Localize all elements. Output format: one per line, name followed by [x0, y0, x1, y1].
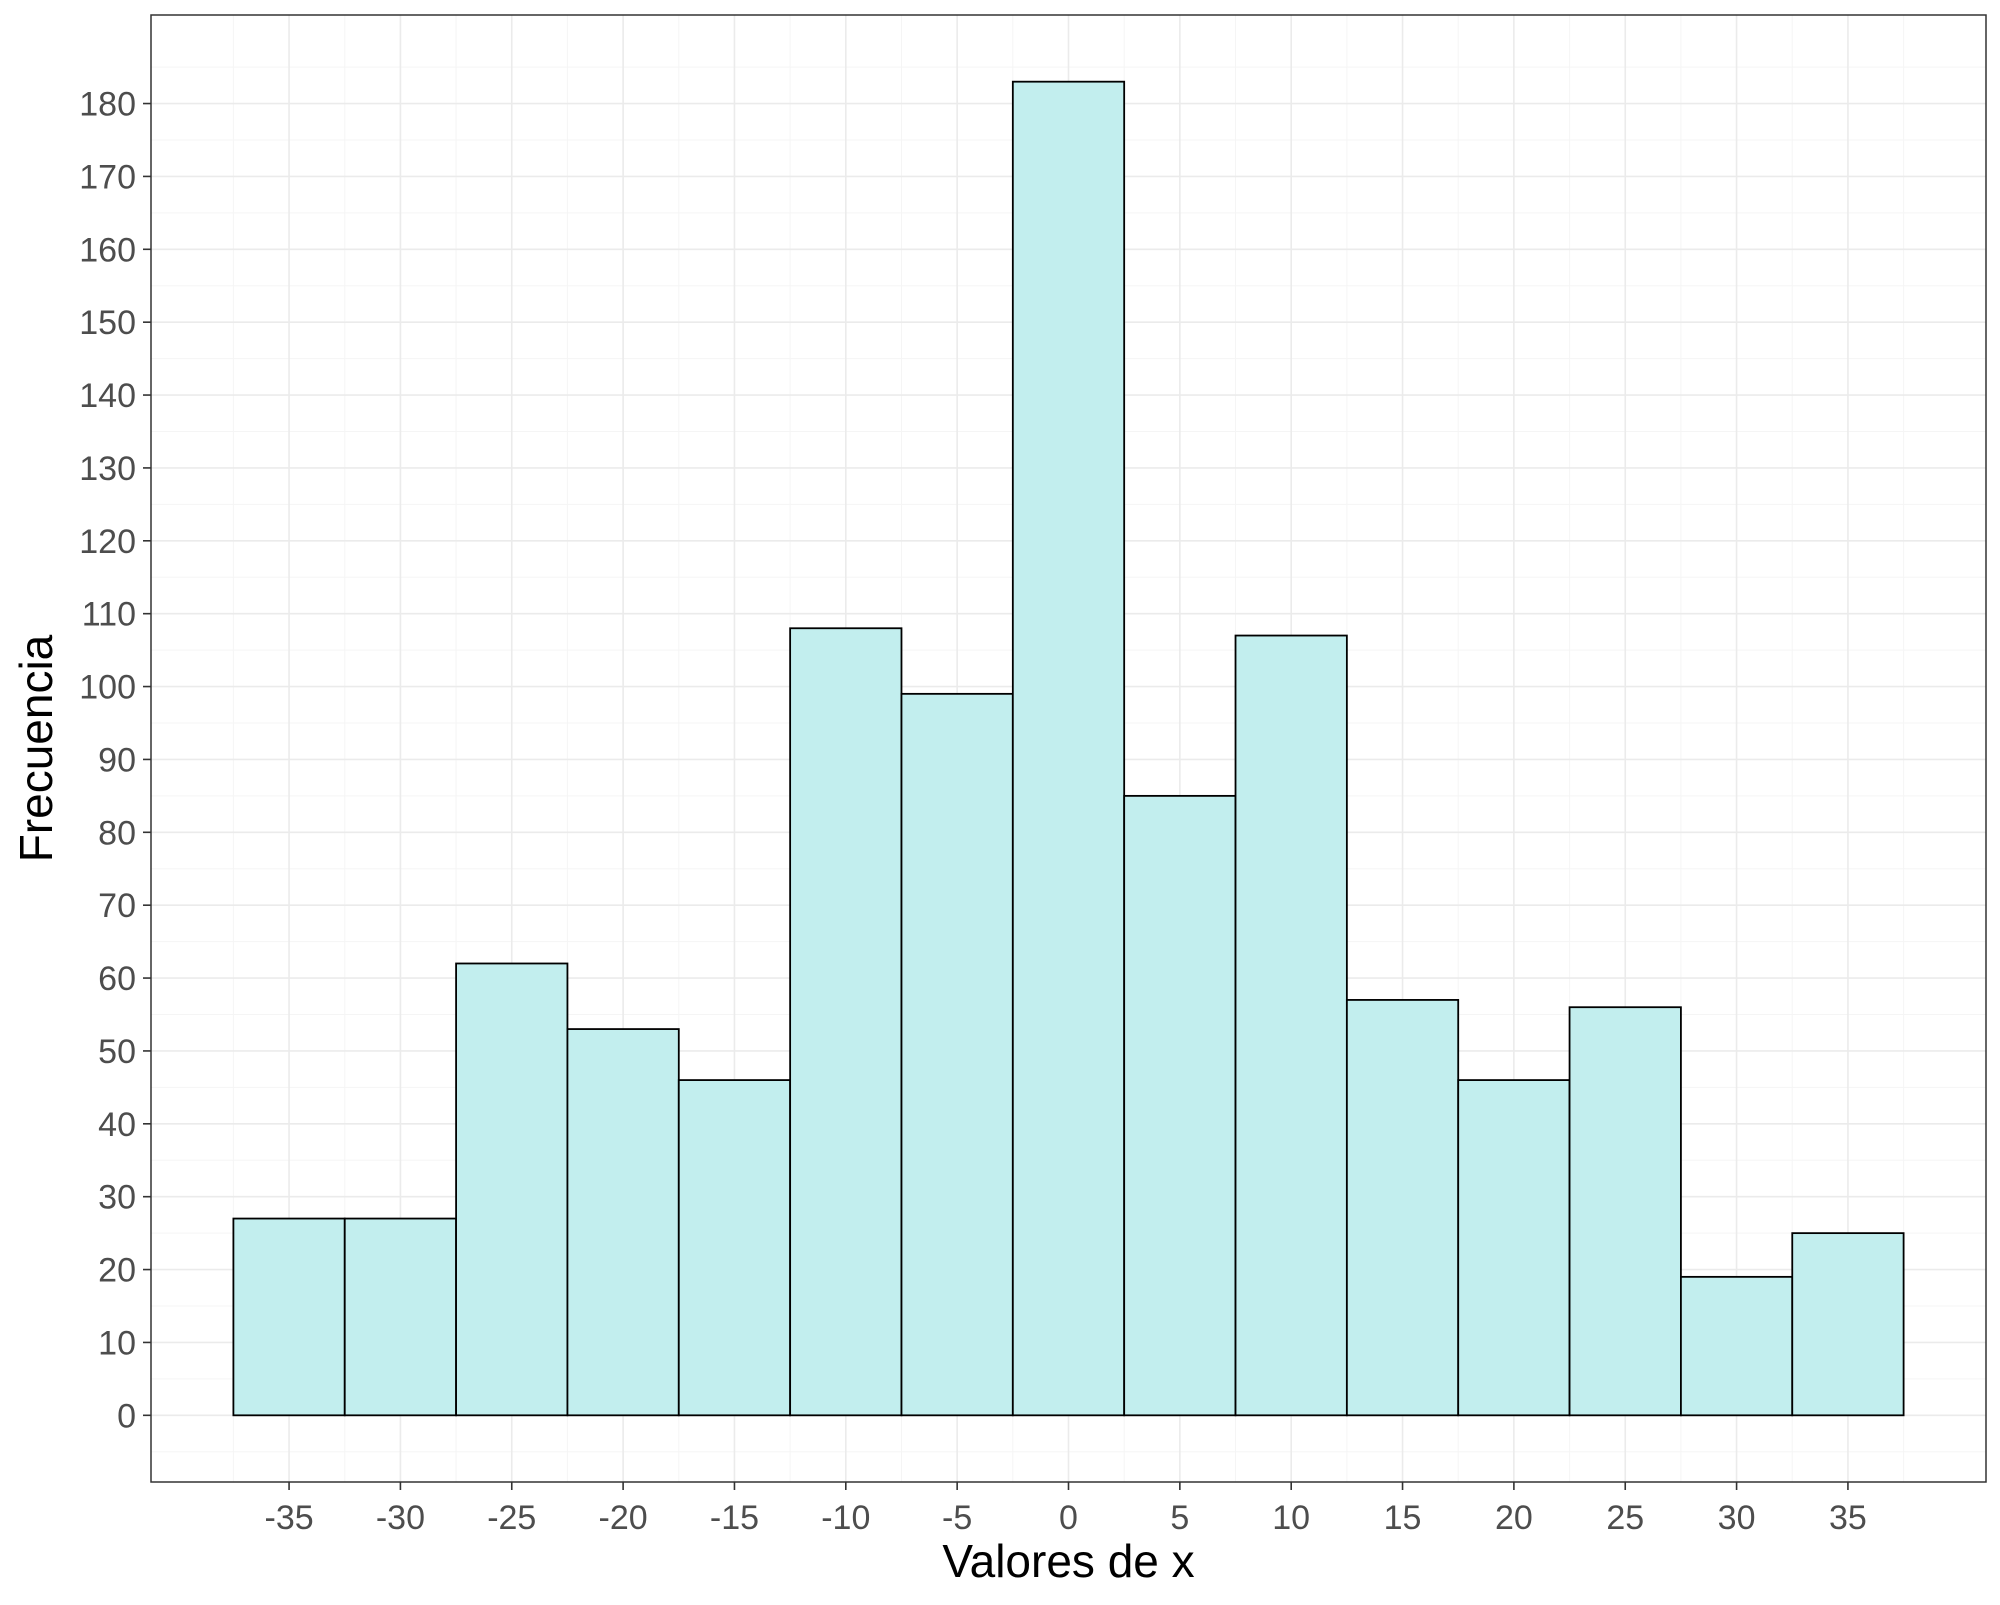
- y-tick-label: 70: [98, 887, 136, 925]
- y-tick-label: 40: [98, 1106, 136, 1144]
- histogram-bar: [677, 1079, 792, 1417]
- histogram-bar: [1345, 999, 1460, 1417]
- histogram-bar: [1123, 794, 1237, 1417]
- x-tick-label: 35: [1829, 1499, 1867, 1537]
- x-tick-label: -5: [942, 1499, 972, 1537]
- x-tick-label: 20: [1495, 1499, 1533, 1537]
- y-tick-label: 100: [79, 669, 136, 707]
- axis-ticks: [143, 102, 1849, 1490]
- y-tick-label: 10: [98, 1324, 136, 1362]
- x-tick-label: -30: [376, 1499, 425, 1537]
- y-tick-label: 80: [98, 814, 136, 852]
- y-axis-tick-labels: 0 10 20 30 40 50 60 70 80 90 100 110 120 130 140 150 160…: [79, 86, 136, 1436]
- x-tick-label: -25: [487, 1499, 536, 1537]
- y-tick-label: 130: [79, 450, 136, 488]
- y-tick-label: 160: [79, 231, 136, 269]
- x-tick-label: -20: [599, 1499, 648, 1537]
- y-tick-label: 50: [98, 1033, 136, 1071]
- x-tick-label: 10: [1272, 1499, 1310, 1537]
- x-tick-label: 5: [1170, 1499, 1189, 1537]
- x-tick-label: -35: [265, 1499, 314, 1537]
- y-tick-label: 180: [79, 86, 136, 124]
- histogram-bar: [789, 627, 903, 1417]
- y-tick-label: 110: [82, 596, 136, 634]
- y-tick-label: 0: [117, 1397, 136, 1435]
- histogram-bar: [900, 692, 1014, 1417]
- y-tick-label: 60: [98, 960, 136, 998]
- y-tick-label: 170: [79, 158, 136, 196]
- y-tick-label: 140: [79, 377, 136, 415]
- x-tick-label: 15: [1384, 1499, 1422, 1537]
- x-tick-label: -10: [821, 1499, 870, 1537]
- x-axis-tick-labels: -35 -30 -25 -20 -15 -10 -5 0 5 10 15 20 25 30 35: [265, 1499, 1867, 1537]
- y-tick-label: 150: [79, 304, 136, 342]
- x-tick-label: -15: [710, 1499, 759, 1537]
- x-axis-title: Valores de x: [942, 1535, 1194, 1587]
- x-tick-label: 25: [1606, 1499, 1644, 1537]
- histogram-bar: [343, 1217, 457, 1417]
- histogram-bar: [1680, 1275, 1794, 1417]
- y-axis-title: Frecuencia: [10, 634, 62, 862]
- histogram-bar: [455, 962, 569, 1417]
- histogram-bar: [1457, 1079, 1571, 1417]
- histogram-bar: [232, 1217, 346, 1417]
- y-tick-label: 120: [79, 523, 136, 561]
- histogram-bar: [1568, 1006, 1682, 1417]
- bars-layer: [232, 80, 1905, 1417]
- y-tick-label: 30: [98, 1179, 136, 1217]
- y-tick-label: 90: [98, 741, 136, 779]
- histogram-bar: [1791, 1232, 1905, 1417]
- x-tick-label: 30: [1718, 1499, 1756, 1537]
- histogram-bar: [1234, 634, 1348, 1417]
- x-tick-label: 0: [1059, 1499, 1078, 1537]
- y-tick-label: 20: [98, 1252, 136, 1290]
- histogram-bar: [1011, 80, 1126, 1417]
- histogram-bar: [566, 1028, 680, 1417]
